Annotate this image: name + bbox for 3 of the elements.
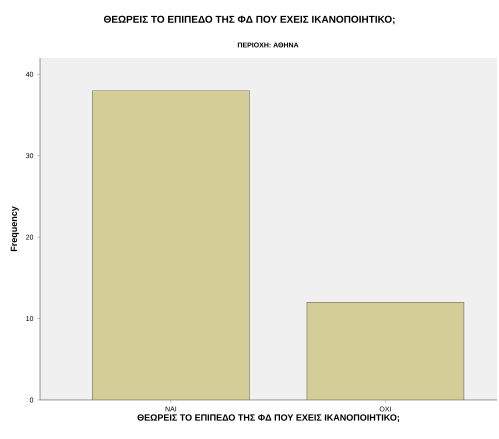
x-axis-title: ΘΕΩΡΕΙΣ ΤΟ ΕΠΙΠΕΔΟ ΤΗΣ ΦΔ ΠΟΥ ΕΧΕΙΣ ΙΚΑΝΟΠΟΙΗΤΙΚΟ; (138, 414, 399, 422)
y-axis-title: Frequency (10, 206, 19, 252)
chart-title: ΘΕΩΡΕΙΣ ΤΟ ΕΠΙΠΕΔΟ ΤΗΣ ΦΔ ΠΟΥ ΕΧΕΙΣ ΙΚΑΝΟΠΟΙΗΤΙΚΟ; (104, 16, 395, 24)
